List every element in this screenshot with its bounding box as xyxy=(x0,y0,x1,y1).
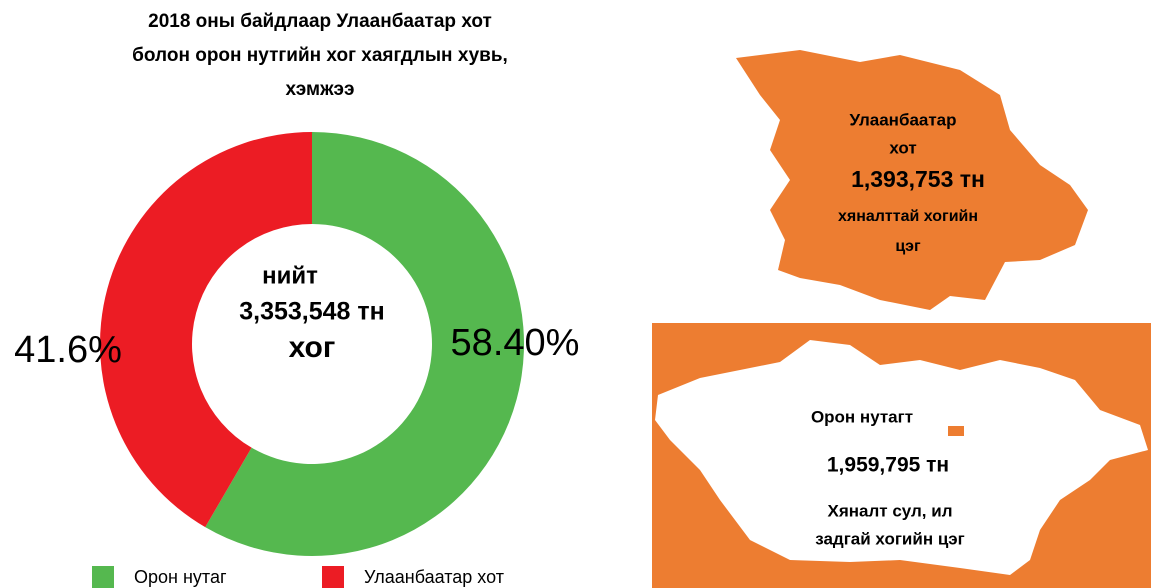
chart-title: хэмжээ xyxy=(285,79,354,100)
legend-swatch xyxy=(322,566,344,588)
city-name: хот xyxy=(889,138,916,157)
legend-swatch xyxy=(92,566,114,588)
legend-label: Улаанбаатар хот xyxy=(364,567,504,587)
chart-title: 2018 оны байдлаар Улаанбаатар хот xyxy=(148,11,492,32)
value-label: 41.6% xyxy=(14,329,122,371)
donut-slice xyxy=(99,132,312,528)
center-label: 3,353,548 тн xyxy=(239,298,385,326)
rural-spot xyxy=(948,426,964,436)
value-label: 58.40% xyxy=(451,322,580,364)
legend-label: Орон нутаг xyxy=(134,567,227,587)
rural-amount: 1,959,795 тн xyxy=(827,454,949,477)
city-name: Улаанбаатар xyxy=(849,110,956,129)
city-amount: 1,393,753 тн xyxy=(851,166,985,192)
chart-title: болон орон нутгийн хог хаягдлын хувь, xyxy=(132,45,508,66)
city-note: хяналттай хогийн xyxy=(838,208,978,225)
center-label: хог xyxy=(289,331,336,364)
city-note: цэг xyxy=(895,238,921,255)
rural-note: задгай хогийн цэг xyxy=(815,529,965,548)
donut-slice xyxy=(205,132,525,557)
city-map xyxy=(736,50,1088,310)
rural-note: Хяналт сул, ил xyxy=(827,501,952,520)
rural-name: Орон нутагт xyxy=(811,407,913,426)
center-label: нийт xyxy=(262,262,318,289)
rural-map xyxy=(655,340,1148,575)
